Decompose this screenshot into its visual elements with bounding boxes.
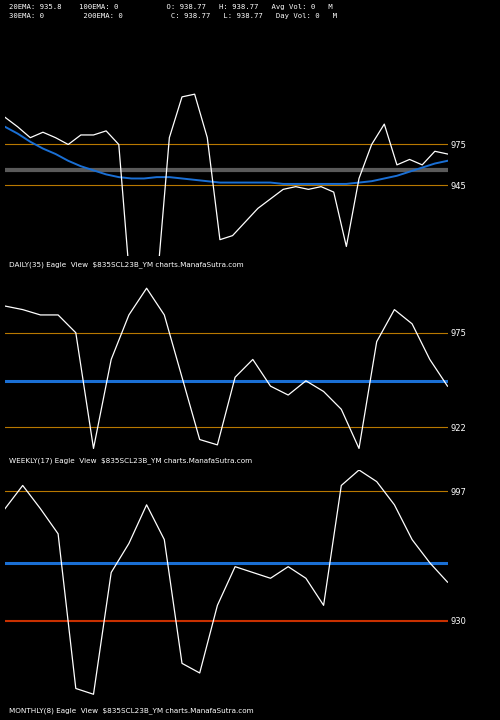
Text: DAILY(35) Eagle  View  $835SCL23B_YM charts.ManafaSutra.com: DAILY(35) Eagle View $835SCL23B_YM chart… [10, 261, 244, 269]
Text: WEEKLY(17) Eagle  View  $835SCL23B_YM charts.ManafaSutra.com: WEEKLY(17) Eagle View $835SCL23B_YM char… [10, 458, 252, 464]
Text: 20EMA: 935.8    100EMA: 0           O: 938.77   H: 938.77   Avg Vol: 0   M
30EMA: 20EMA: 935.8 100EMA: 0 O: 938.77 H: 938.… [10, 4, 338, 19]
Text: MONTHLY(8) Eagle  View  $835SCL23B_YM charts.ManafaSutra.com: MONTHLY(8) Eagle View $835SCL23B_YM char… [10, 708, 254, 714]
